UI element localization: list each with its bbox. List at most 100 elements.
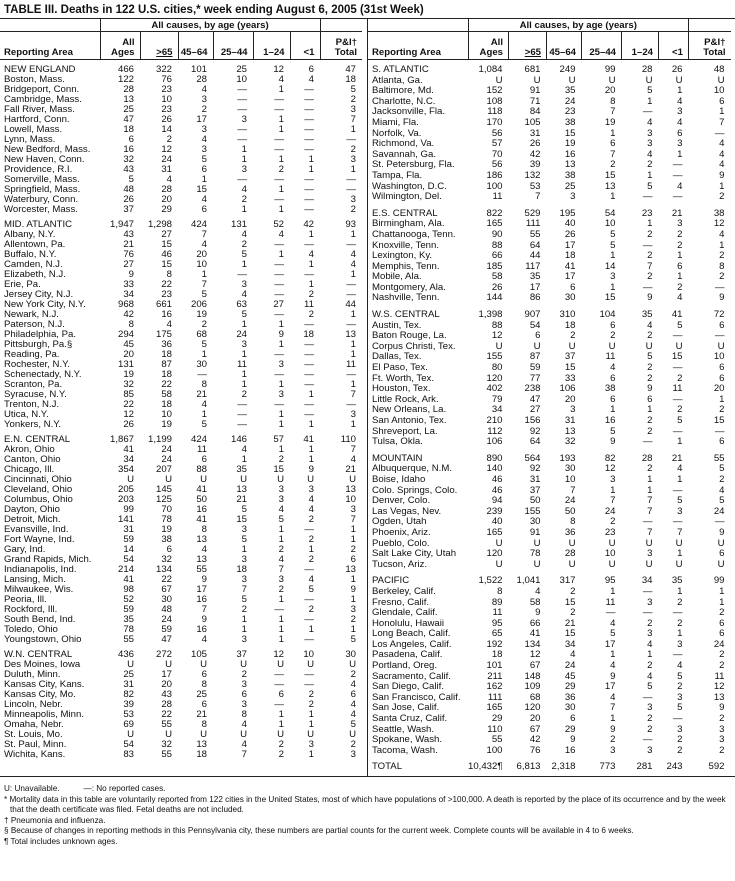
age-under-1-cell: 35 [671,575,683,587]
age-45-64-cell: 8 [201,679,207,690]
city-row: Providence, R.I. 43 31 6 3 2 1 1 [0,165,362,175]
right-table-panel: All causes, by age (years) Reporting Area… [368,19,735,776]
pi-total-cell: 2 [350,544,356,555]
age-1-24-cell: — [274,239,284,250]
column-header-age-65-plus: >65 [139,31,178,60]
age-under-1-cell: — [672,330,683,342]
reporting-area: E.N. CENTRAL [4,434,71,445]
reporting-area: Baton Rouge, La. [372,330,447,342]
age-25-44-cell: 6 [610,319,616,331]
age-1-24-cell: 1 [647,95,653,107]
pi-total-cell: 9 [719,169,725,181]
age-65-plus-cell: 59 [161,624,172,635]
age-25-44-cell: 4 [241,289,247,300]
age-25-44-cell: 95 [604,575,616,587]
age-1-24-cell: 2 [647,713,653,725]
age-under-1-cell: — [304,669,314,680]
age-1-24-cell: 4 [647,116,653,128]
all-ages-cell: 211 [487,670,503,682]
pi-total-cell: 1 [350,594,356,605]
all-ages-cell: 165 [486,218,503,230]
age-under-1-cell: 3 [677,723,683,735]
age-1-24-cell: 1 [647,404,653,416]
age-1-24-cell: 28 [641,452,653,464]
all-ages-cell: 8 [497,585,503,597]
age-65-plus-cell: 44 [529,250,541,262]
age-1-24-cell: 35 [641,309,653,321]
city-row: Lincoln, Nebr. 39 28 6 3 — 2 4 [0,700,362,710]
city-row: Yonkers, N.Y. 26 19 5 — 1 1 1 [0,420,362,430]
age-65-plus-cell: 4 [166,319,172,330]
age-1-24-cell: 3 [647,628,653,640]
age-1-24-cell: 1 [278,709,284,720]
age-1-24-cell: 12 [273,64,284,75]
pi-total-cell: 1 [350,574,356,585]
age-45-64-cell: 8 [201,719,207,730]
pi-total-cell: 1 [350,269,356,280]
age-1-24-cell: 4 [278,554,284,565]
reporting-area: Sacramento, Calif. [372,670,451,682]
age-25-44-cell: 1 [610,281,616,293]
age-1-24-cell: U [645,558,653,570]
age-25-44-cell: 3 [241,339,247,350]
age-65-plus-cell: 2 [166,134,172,145]
age-65-plus-cell: 41 [529,628,541,640]
age-25-44-cell: 6 [610,393,616,405]
age-25-44-cell: 1 [610,484,616,496]
all-ages-cell: 53 [123,709,134,720]
age-1-24-cell: 57 [273,434,284,445]
age-45-64-cell: 424 [190,434,207,445]
pi-total-cell: 2 [719,607,725,619]
age-45-64-cell: 3 [201,124,207,135]
age-25-44-cell: 99 [604,64,616,75]
pi-total-cell: 24 [713,505,725,517]
age-65-plus-cell: 67 [529,723,541,735]
age-1-24-cell: 1 [278,614,284,625]
city-row: Waterbury, Conn. 26 20 4 2 — — 3 [0,195,362,205]
age-25-44-cell: U [608,74,616,86]
age-65-plus-cell: 30 [529,516,541,528]
age-under-1-cell: — [304,614,314,625]
all-ages-cell: 46 [491,473,503,485]
age-25-44-cell: 4 [241,444,247,455]
all-ages-cell: 31 [123,679,134,690]
age-1-24-cell: 1 [278,524,284,535]
reporting-area: Fresno, Calif. [372,596,430,608]
all-ages-cell: 131 [117,359,134,370]
all-ages-cell: 144 [486,292,503,304]
column-header-all-ages: All Ages [99,31,140,60]
all-ages-cell: 31 [123,524,134,535]
pi-total-cell: 2 [719,649,725,661]
age-65-plus-cell: 47 [161,634,172,645]
age-under-1-cell: — [304,104,314,115]
city-row: Atlanta, Ga. U U U U U U U [368,74,731,87]
city-row: El Paso, Tex. 80 59 15 4 2 — 6 [368,362,731,374]
age-45-64-cell: 25 [196,689,207,700]
age-45-64-cell: 24 [564,95,576,107]
age-1-24-cell: 2 [647,228,653,240]
age-under-1-cell: 1 [308,444,314,455]
age-65-plus-cell: 31 [529,473,541,485]
pi-total-cell: 3 [350,409,356,420]
age-1-24-cell: 1 [647,473,653,485]
all-ages-cell: 70 [491,148,503,160]
age-under-1-cell: — [304,269,314,280]
pi-total-cell: 8 [719,260,725,272]
pi-total-cell: 10 [713,351,725,363]
age-45-64-cell: 4 [201,544,207,555]
age-1-24-cell: 1 [278,444,284,455]
age-1-24-cell: 2 [278,749,284,760]
city-row: Colo. Springs, Colo. 46 37 7 1 1 — 4 [368,484,731,497]
reporting-area: Washington, D.C. [372,180,447,192]
age-45-64-cell: 13 [564,425,576,437]
group-header-blank [368,19,468,32]
age-25-44-cell: 1 [610,191,616,203]
age-65-plus-cell: 37 [529,484,541,496]
age-1-24-cell: 1 [278,634,284,645]
all-ages-cell: 54 [123,554,134,565]
age-45-64-cell: 2,318 [551,761,576,773]
pi-total-cell: — [346,319,356,330]
age-45-64-cell: 10 [196,259,207,270]
age-under-1-cell: — [304,564,314,575]
age-65-plus-cell: 91 [529,85,541,97]
